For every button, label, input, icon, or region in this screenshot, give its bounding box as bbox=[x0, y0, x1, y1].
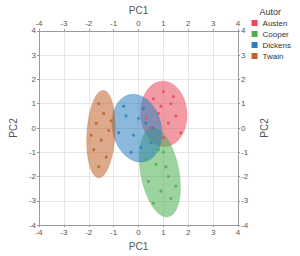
svg-text:-4: -4 bbox=[241, 221, 249, 230]
svg-text:PC2: PC2 bbox=[8, 118, 19, 138]
svg-text:-3: -3 bbox=[29, 196, 37, 205]
svg-text:4: 4 bbox=[236, 228, 241, 237]
svg-text:1: 1 bbox=[161, 228, 166, 237]
svg-text:-2: -2 bbox=[85, 19, 93, 28]
svg-text:PC1: PC1 bbox=[129, 241, 149, 252]
svg-text:-2: -2 bbox=[241, 172, 249, 181]
svg-text:Dickens: Dickens bbox=[263, 41, 291, 50]
svg-text:3: 3 bbox=[32, 51, 37, 60]
svg-text:0: 0 bbox=[32, 124, 37, 133]
svg-text:-1: -1 bbox=[29, 148, 37, 157]
svg-text:2: 2 bbox=[186, 228, 191, 237]
svg-text:Cooper: Cooper bbox=[263, 30, 290, 39]
svg-text:-4: -4 bbox=[35, 228, 43, 237]
svg-text:3: 3 bbox=[211, 228, 216, 237]
svg-text:-3: -3 bbox=[241, 196, 249, 205]
svg-text:-4: -4 bbox=[35, 19, 43, 28]
svg-text:Autor: Autor bbox=[259, 7, 281, 17]
svg-text:0: 0 bbox=[241, 124, 246, 133]
svg-text:1: 1 bbox=[241, 99, 246, 108]
svg-text:0: 0 bbox=[136, 19, 141, 28]
svg-text:-3: -3 bbox=[60, 228, 68, 237]
svg-text:-2: -2 bbox=[29, 172, 37, 181]
svg-text:2: 2 bbox=[32, 75, 37, 84]
svg-text:PC2: PC2 bbox=[259, 118, 270, 138]
svg-text:-1: -1 bbox=[110, 19, 118, 28]
svg-text:0: 0 bbox=[136, 228, 141, 237]
svg-text:3: 3 bbox=[211, 19, 216, 28]
svg-text:-2: -2 bbox=[85, 228, 93, 237]
svg-text:PC1: PC1 bbox=[129, 5, 149, 16]
svg-text:2: 2 bbox=[241, 75, 246, 84]
svg-text:Twain: Twain bbox=[263, 52, 284, 61]
svg-text:-1: -1 bbox=[110, 228, 118, 237]
svg-text:-4: -4 bbox=[28, 220, 36, 230]
svg-text:3: 3 bbox=[241, 51, 246, 60]
svg-text:4: 4 bbox=[31, 26, 36, 36]
svg-text:4: 4 bbox=[241, 26, 246, 35]
svg-text:2: 2 bbox=[186, 19, 191, 28]
svg-text:1: 1 bbox=[32, 99, 37, 108]
svg-text:-3: -3 bbox=[60, 19, 68, 28]
svg-text:1: 1 bbox=[161, 19, 166, 28]
svg-text:-1: -1 bbox=[241, 148, 249, 157]
svg-text:Austen: Austen bbox=[263, 19, 288, 28]
svg-text:4: 4 bbox=[236, 19, 241, 28]
